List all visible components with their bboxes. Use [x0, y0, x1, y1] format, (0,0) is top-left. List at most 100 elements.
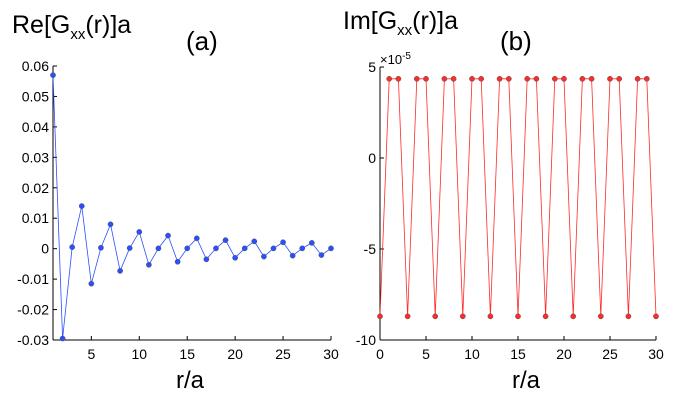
x-axis-label: r/a — [176, 367, 205, 394]
y-tick-label: -0.01 — [17, 271, 49, 287]
data-point — [450, 75, 457, 82]
data-point — [597, 313, 604, 320]
x-tick-label: 10 — [131, 346, 147, 362]
data-point — [261, 253, 267, 260]
data-point — [213, 245, 219, 252]
y-tick-label: 0.02 — [22, 180, 49, 196]
y-tick-label: 0.03 — [22, 149, 49, 165]
data-point — [588, 75, 595, 82]
x-tick-label: 0 — [376, 346, 384, 362]
data-point — [289, 252, 296, 259]
data-point — [241, 245, 248, 252]
x-tick-label: 20 — [227, 346, 243, 362]
x-tick-label: 15 — [510, 346, 526, 362]
data-point — [607, 75, 613, 82]
data-point — [155, 245, 162, 252]
y-tick-label: 0 — [368, 150, 376, 166]
data-point — [505, 75, 512, 82]
data-point — [616, 75, 623, 82]
series-line — [379, 78, 657, 317]
data-point — [561, 75, 567, 82]
data-point — [299, 245, 306, 252]
series-line — [52, 75, 332, 339]
data-point — [496, 75, 503, 82]
x-tick-label: 25 — [602, 346, 618, 362]
x-tick-label: 30 — [648, 346, 664, 362]
data-point — [643, 75, 650, 82]
y-axis-label: Im[Gxx(r)]a — [343, 7, 458, 39]
panel-label: (b) — [500, 26, 532, 56]
data-point — [404, 313, 411, 320]
y-tick-label: -0.03 — [17, 332, 49, 348]
y-tick-label: 0.01 — [22, 210, 49, 226]
x-tick-label: 25 — [275, 346, 291, 362]
data-point — [377, 313, 383, 320]
data-point — [459, 313, 466, 320]
y-axis-label: Re[Gxx(r)]a — [12, 11, 131, 43]
data-point — [432, 313, 439, 320]
data-point — [625, 313, 632, 320]
y-tick-label: 5 — [368, 59, 376, 75]
y-tick-label: -0.02 — [17, 302, 49, 318]
y-tick-label: -5 — [364, 241, 377, 257]
data-point — [542, 313, 549, 320]
data-point — [515, 313, 521, 320]
data-point — [308, 240, 315, 246]
data-point — [232, 254, 238, 261]
data-point — [413, 75, 420, 82]
data-point — [203, 256, 210, 263]
data-point — [174, 258, 181, 265]
data-point — [441, 75, 448, 82]
data-point — [193, 235, 200, 242]
data-point — [78, 203, 85, 209]
y-tick-label: 0.05 — [22, 88, 49, 104]
x-tick-label: 30 — [323, 346, 339, 362]
data-point — [126, 245, 133, 251]
data-point — [165, 232, 171, 239]
x-tick-label: 5 — [87, 346, 95, 362]
y-tick-label: 0.06 — [22, 58, 49, 74]
panel-a: -0.03 -0.02 -0.01 0 0.01 0.02 0.03 0.04 0.05 0.06… — [12, 11, 339, 394]
x-tick-label: 15 — [179, 346, 195, 362]
data-point — [117, 268, 123, 274]
data-point — [579, 75, 586, 82]
data-point — [59, 335, 66, 342]
data-point — [270, 245, 277, 252]
data-point — [50, 72, 56, 78]
data-point — [136, 229, 143, 235]
data-point — [423, 75, 429, 82]
data-point — [107, 221, 114, 228]
panel-label: (a) — [186, 26, 218, 56]
data-point — [653, 313, 659, 320]
data-point — [634, 75, 641, 82]
data-point — [280, 239, 286, 246]
y-tick-label: 0 — [41, 241, 49, 257]
data-point — [570, 313, 577, 320]
y-tick-label: 0.04 — [22, 119, 49, 135]
data-point — [222, 237, 229, 243]
data-point — [69, 244, 76, 250]
data-point — [487, 313, 494, 320]
axis-scale-exponent: ×10-5 — [380, 51, 411, 67]
data-point — [533, 75, 540, 82]
x-tick-label: 20 — [556, 346, 572, 362]
x-axis-label: r/a — [512, 367, 541, 394]
data-point — [551, 75, 558, 82]
x-tick-label: 5 — [422, 346, 430, 362]
data-point — [328, 245, 334, 252]
data-point — [386, 75, 393, 82]
data-point — [524, 75, 531, 82]
y-tick-label: -10 — [356, 332, 376, 348]
data-point — [478, 75, 485, 82]
data-point — [88, 280, 95, 287]
data-point — [395, 75, 402, 82]
data-point — [146, 261, 152, 268]
data-point — [184, 245, 191, 252]
data-point — [98, 244, 104, 251]
x-tick-label: 10 — [464, 346, 480, 362]
data-point — [469, 75, 475, 82]
panel-b: -10 -5 0 5 0 5 10 15 20 25 30 Im[Gxx(r)]a (b) r/a ×10-… — [343, 7, 664, 394]
data-point — [318, 252, 325, 258]
data-point — [251, 238, 258, 245]
